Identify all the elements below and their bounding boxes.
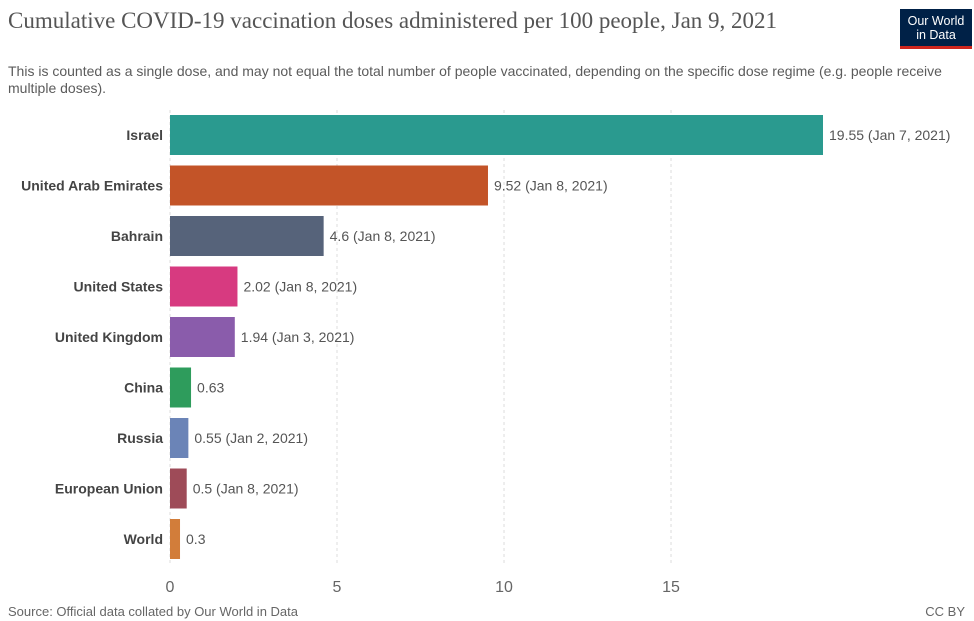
bar[interactable] — [170, 367, 192, 408]
x-axis-ticks: 0 5 10 15 — [166, 579, 680, 596]
category-label[interactable]: China — [124, 380, 163, 396]
value-label: 9.52 (Jan 8, 2021) — [494, 178, 608, 194]
license-link[interactable]: CC BY — [925, 604, 965, 619]
x-tick-label: 0 — [166, 579, 175, 596]
x-tick-label: 15 — [662, 579, 680, 596]
value-label: 1.94 (Jan 3, 2021) — [241, 329, 355, 345]
value-label: 19.55 (Jan 7, 2021) — [829, 127, 950, 143]
category-label[interactable]: Russia — [117, 430, 163, 446]
bars — [170, 115, 823, 559]
bar[interactable] — [170, 317, 235, 357]
category-label[interactable]: European Union — [55, 481, 163, 497]
bar[interactable] — [170, 165, 488, 206]
category-label[interactable]: United Arab Emirates — [21, 178, 163, 194]
logo-line-1: Our World — [907, 14, 965, 28]
value-label: 4.6 (Jan 8, 2021) — [330, 228, 436, 244]
labels: Israel 19.55 (Jan 7, 2021) United Arab Emi… — [21, 127, 950, 547]
category-label[interactable]: Israel — [126, 127, 163, 143]
value-label: 0.63 — [197, 380, 224, 396]
category-label[interactable]: World — [124, 531, 163, 547]
bar[interactable] — [170, 418, 189, 458]
bar[interactable] — [170, 468, 187, 509]
value-label: 0.3 — [186, 531, 206, 547]
x-tick-label: 10 — [495, 579, 513, 596]
value-label: 0.55 (Jan 2, 2021) — [194, 430, 308, 446]
x-tick-label: 5 — [333, 579, 342, 596]
bar[interactable] — [170, 266, 238, 307]
bar[interactable] — [170, 216, 324, 256]
source-note: Source: Official data collated by Our Wo… — [8, 604, 298, 619]
logo-red-bar — [900, 46, 972, 49]
owid-logo[interactable]: Our World in Data — [900, 9, 972, 49]
chart-subtitle: This is counted as a single dose, and ma… — [8, 63, 942, 96]
bar[interactable] — [170, 519, 181, 559]
chart-title: Cumulative COVID-19 vaccination doses ad… — [8, 8, 778, 33]
value-label: 2.02 (Jan 8, 2021) — [243, 279, 357, 295]
bar[interactable] — [170, 115, 823, 155]
category-label[interactable]: United Kingdom — [55, 329, 163, 345]
category-label[interactable]: United States — [74, 279, 164, 295]
value-label: 0.5 (Jan 8, 2021) — [193, 481, 299, 497]
bar-chart: Israel 19.55 (Jan 7, 2021) United Arab Emi… — [21, 110, 950, 596]
category-label[interactable]: Bahrain — [111, 228, 163, 244]
logo-line-2: in Data — [916, 28, 956, 42]
